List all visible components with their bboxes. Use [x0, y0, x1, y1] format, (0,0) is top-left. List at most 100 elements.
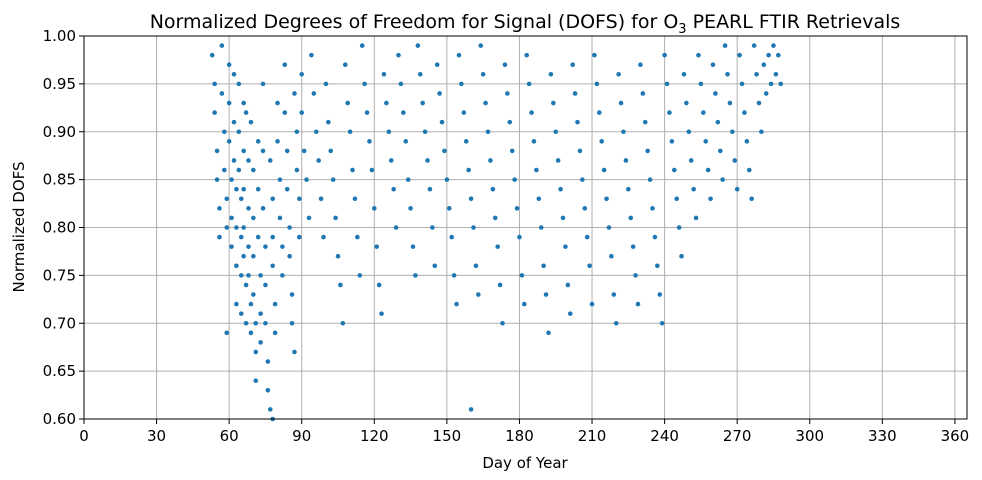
data-point [618, 100, 624, 106]
grid [83, 35, 967, 420]
data-point [664, 81, 670, 87]
data-point [403, 139, 409, 144]
data-point [761, 62, 767, 68]
data-point [243, 320, 249, 326]
data-point [480, 72, 486, 77]
x-tick-label: 60 [220, 427, 239, 445]
data-point [381, 72, 387, 77]
data-point [275, 100, 280, 106]
data-point [350, 167, 355, 173]
data-point [251, 215, 256, 221]
data-point [434, 62, 440, 68]
x-tick-label: 90 [292, 427, 311, 445]
data-point [587, 263, 592, 269]
data-point [659, 320, 665, 326]
data-point [219, 43, 225, 48]
data-point [773, 72, 779, 77]
data-point [338, 282, 343, 288]
data-point [638, 62, 643, 68]
data-point [246, 158, 251, 163]
data-point [589, 301, 595, 307]
data-point [553, 129, 559, 135]
data-point [362, 81, 367, 87]
data-point [606, 225, 612, 230]
data-point [405, 177, 411, 182]
data-point [674, 196, 679, 202]
data-point [251, 167, 256, 173]
data-point [538, 225, 544, 230]
data-point [253, 378, 259, 384]
data-point [567, 311, 573, 316]
data-point [219, 91, 225, 96]
data-point [345, 100, 350, 106]
data-point [401, 110, 406, 115]
data-point [297, 234, 302, 240]
data-point [521, 301, 527, 307]
data-point [512, 177, 517, 182]
data-point [703, 139, 709, 144]
data-point [263, 282, 268, 288]
data-point [321, 234, 326, 240]
data-point [243, 110, 249, 115]
data-point [759, 129, 764, 135]
y-tick-label: 0.95 [43, 75, 76, 93]
x-tick-label: 150 [433, 427, 462, 445]
data-point [517, 234, 522, 240]
data-point [742, 110, 747, 115]
data-point [304, 177, 309, 182]
data-point [432, 263, 438, 269]
data-point [372, 206, 377, 211]
y-tick-label: 1.00 [43, 27, 76, 45]
data-point [727, 100, 733, 106]
data-point [284, 186, 290, 192]
data-point [471, 225, 476, 230]
data-point [763, 91, 769, 96]
data-point [238, 196, 244, 202]
data-point [236, 129, 242, 135]
data-point [446, 206, 452, 211]
data-point [241, 148, 246, 154]
data-point [691, 186, 696, 192]
data-point [701, 110, 706, 115]
data-point [289, 292, 295, 297]
data-point [224, 225, 230, 230]
data-point [688, 158, 694, 163]
data-point [234, 225, 239, 230]
data-point [251, 292, 256, 297]
data-point [483, 100, 488, 106]
data-point [621, 129, 626, 135]
data-point [410, 244, 416, 249]
x-tick-label: 210 [578, 427, 607, 445]
data-point [209, 52, 215, 58]
data-point [241, 100, 246, 106]
data-point [294, 129, 300, 135]
data-point [519, 273, 525, 278]
data-point [425, 158, 430, 163]
data-point [713, 91, 718, 96]
data-point [297, 196, 302, 202]
data-point [766, 52, 771, 58]
data-point [316, 158, 321, 163]
y-tick-label: 0.85 [43, 171, 76, 189]
data-point [722, 43, 728, 48]
data-point [313, 129, 319, 135]
data-point [374, 244, 380, 249]
data-point [357, 273, 363, 278]
data-point [461, 110, 467, 115]
data-point [309, 52, 314, 58]
data-point [507, 119, 513, 125]
data-point [284, 148, 290, 154]
y-axis-ticks: 0.60 0.65 0.70 0.75 0.80 0.85 0.90 0.95 1.00 [43, 27, 84, 428]
y-tick-label: 0.65 [43, 362, 76, 380]
data-point [476, 292, 481, 297]
y-tick-label: 0.70 [43, 314, 76, 332]
data-point [529, 110, 534, 115]
data-point [391, 186, 396, 192]
data-point [258, 340, 263, 345]
data-point [224, 196, 230, 202]
x-axis-ticks: 0 30 60 90 120 150 180 210 240 270 300 330 360 [79, 419, 969, 445]
data-point [459, 81, 464, 87]
data-point [628, 215, 634, 221]
data-point [359, 43, 365, 48]
